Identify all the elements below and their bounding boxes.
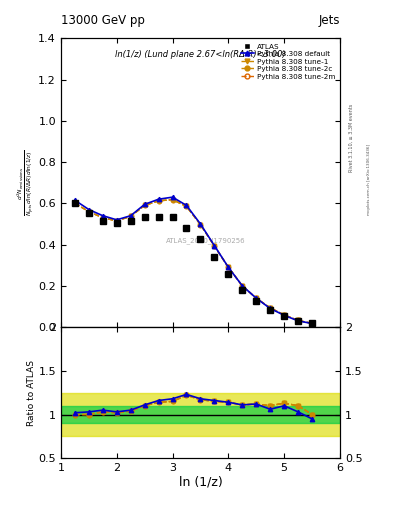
Text: Rivet 3.1.10, ≥ 3.3M events: Rivet 3.1.10, ≥ 3.3M events bbox=[349, 104, 354, 173]
Y-axis label: Ratio to ATLAS: Ratio to ATLAS bbox=[27, 359, 36, 425]
X-axis label: ln (1/z): ln (1/z) bbox=[178, 476, 222, 489]
Y-axis label: $\frac{d^2 N_\mathrm{emissions}}{N_\mathrm{jets}\,d\ln(R/\Delta R)\,d\ln(1/z)}$: $\frac{d^2 N_\mathrm{emissions}}{N_\math… bbox=[15, 150, 35, 216]
Text: 13000 GeV pp: 13000 GeV pp bbox=[61, 14, 145, 27]
Text: mcplots.cern.ch [arXiv:1306.3436]: mcplots.cern.ch [arXiv:1306.3436] bbox=[367, 144, 371, 215]
Text: ATLAS_2020_I1790256: ATLAS_2020_I1790256 bbox=[166, 237, 246, 244]
Text: Jets: Jets bbox=[318, 14, 340, 27]
Legend: ATLAS, Pythia 8.308 default, Pythia 8.308 tune-1, Pythia 8.308 tune-2c, Pythia 8: ATLAS, Pythia 8.308 default, Pythia 8.30… bbox=[239, 42, 336, 81]
Text: ln(1/z) (Lund plane 2.67<ln(RΔ R)<3.00): ln(1/z) (Lund plane 2.67<ln(RΔ R)<3.00) bbox=[115, 50, 286, 59]
